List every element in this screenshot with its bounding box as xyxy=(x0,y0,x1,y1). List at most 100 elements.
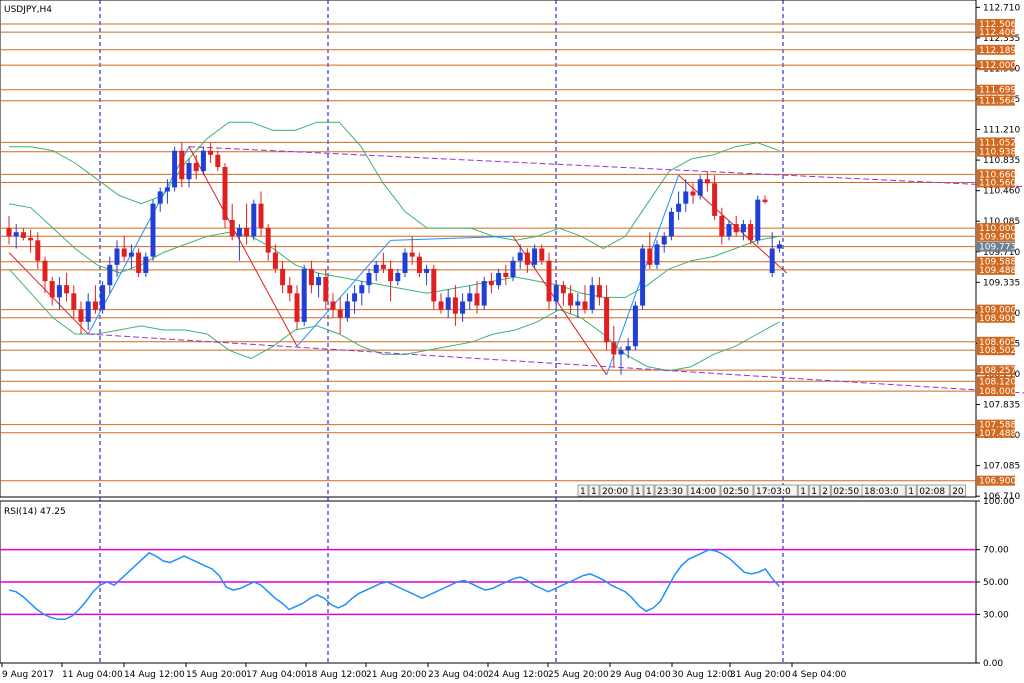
bollinger-upper xyxy=(9,121,780,250)
candle-body xyxy=(316,277,322,286)
price-tick-label: 112.335 xyxy=(983,34,1020,44)
candle-body xyxy=(251,203,257,237)
timestamp-label: 23:30 xyxy=(657,487,683,497)
timestamp-box xyxy=(643,484,655,497)
price-tag xyxy=(977,365,1015,376)
candle-body xyxy=(35,240,41,261)
price-tick-label: 111.210 xyxy=(983,126,1020,136)
zigzag-segment xyxy=(296,240,391,347)
window-title: USDJPY,H4 xyxy=(4,5,52,15)
candle-body xyxy=(683,191,689,204)
candle-body xyxy=(85,301,91,322)
price-tag-label: 110.660 xyxy=(979,170,1016,180)
timestamp-label: 14:00 xyxy=(690,487,716,497)
candle-body xyxy=(503,272,509,278)
candle-body xyxy=(42,260,48,282)
candle-body xyxy=(13,232,19,237)
candle-body xyxy=(575,301,581,306)
candle-body xyxy=(740,224,746,233)
timestamp-label: 1 xyxy=(811,487,817,497)
zigzag-segment xyxy=(188,146,298,347)
rsi-tick-label: 50.00 xyxy=(983,578,1009,588)
price-tag-label: 112.406 xyxy=(979,28,1016,38)
candle-body xyxy=(71,293,77,310)
timestamp-box xyxy=(905,484,917,497)
price-tick-label: 107.085 xyxy=(983,462,1020,472)
candle-body xyxy=(179,150,185,180)
price-tag xyxy=(977,169,1015,180)
price-tag xyxy=(977,231,1015,242)
candle-body xyxy=(452,297,458,314)
price-tick-label: 109.335 xyxy=(983,278,1020,288)
price-tag-label: 110.560 xyxy=(979,179,1016,189)
candle-body xyxy=(395,272,401,282)
candle-body xyxy=(568,293,574,306)
rsi-line xyxy=(0,548,976,621)
price-tag xyxy=(977,18,1015,29)
timestamp-box xyxy=(632,484,644,497)
timestamp-box xyxy=(577,484,589,497)
candle-body xyxy=(776,244,782,249)
candle-body xyxy=(229,219,235,237)
timestamp-box xyxy=(687,484,721,497)
candle-body xyxy=(121,248,127,257)
time-tick-label: 4 Sep 04:00 xyxy=(792,670,847,680)
timestamp-box xyxy=(861,484,906,497)
price-tag xyxy=(977,336,1015,347)
price-tag-label: 111.564 xyxy=(979,97,1016,107)
price-pane[interactable] xyxy=(0,0,977,498)
candle-body xyxy=(668,211,674,237)
candle-body xyxy=(287,285,293,294)
candle-body xyxy=(488,281,494,286)
rsi-tick-label: 100.00 xyxy=(983,497,1015,507)
price-tag-label: 109.000 xyxy=(979,306,1016,316)
candle-body xyxy=(294,293,300,322)
time-tick-label: 23 Aug 04:00 xyxy=(428,670,489,680)
price-tag xyxy=(977,95,1015,106)
candle-body xyxy=(640,248,646,306)
candle-body xyxy=(409,252,415,257)
candle-body xyxy=(553,285,559,302)
price-tick-label: 110.085 xyxy=(983,217,1020,227)
candle-body xyxy=(56,285,62,298)
candle-body xyxy=(49,281,55,298)
rsi-series xyxy=(8,548,780,621)
price-tick-label: 110.835 xyxy=(983,156,1020,166)
candle-body xyxy=(344,301,350,318)
price-tag-label: 108.257 xyxy=(979,366,1016,376)
price-tag-label: 107.588 xyxy=(979,421,1016,431)
candle-body xyxy=(114,248,120,265)
price-tag xyxy=(977,419,1015,430)
timestamp-box xyxy=(819,484,831,497)
price-tag-label: 109.900 xyxy=(979,232,1016,242)
price-tick-label: 106.710 xyxy=(983,492,1020,502)
candles xyxy=(6,142,782,375)
price-tick-label: 109.710 xyxy=(983,248,1020,258)
candle-body xyxy=(215,154,221,168)
candle-body xyxy=(676,203,682,212)
price-tag xyxy=(977,223,1015,234)
candle-body xyxy=(308,268,314,286)
candle-body xyxy=(78,309,84,322)
vertical-grid xyxy=(99,0,784,663)
candle-body xyxy=(128,252,134,257)
candle-body xyxy=(359,285,365,294)
candle-body xyxy=(596,285,602,298)
timestamp-label: 20 xyxy=(952,487,964,497)
candle-body xyxy=(445,297,451,310)
price-tag xyxy=(977,376,1015,387)
price-tag-label: 108.605 xyxy=(979,338,1016,348)
candle-body xyxy=(236,228,242,237)
candle-body xyxy=(380,264,386,269)
timestamp-label: 02:50 xyxy=(723,487,749,497)
price-tag xyxy=(977,44,1015,55)
time-tick-label: 17 Aug 04:00 xyxy=(246,670,307,680)
candle-body xyxy=(107,264,113,286)
price-tag xyxy=(977,256,1015,267)
price-tag-label: 112.506 xyxy=(979,20,1016,30)
horizontal-levels xyxy=(0,23,976,482)
timestamp-box xyxy=(916,484,950,497)
candle-body xyxy=(301,268,307,322)
